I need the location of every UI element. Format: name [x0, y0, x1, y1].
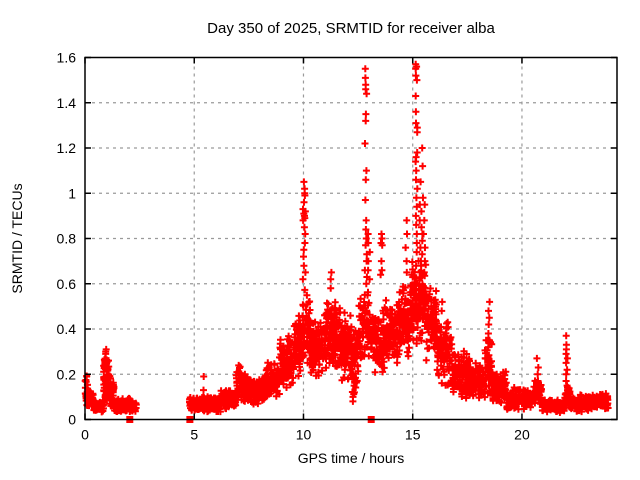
- x-tick-label: 5: [190, 427, 198, 443]
- tick-labels: 0 5 10 15 20 0 0.2 0.4 0.6 0.8 1 1.2 1.4 1.6: [57, 50, 530, 443]
- y-tick-label: 0.6: [57, 276, 77, 292]
- x-tick-label: 10: [296, 427, 312, 443]
- y-axis-label: SRMTID / TECUs: [9, 183, 25, 293]
- y-tick-label: 0.4: [57, 321, 77, 337]
- chart-title: Day 350 of 2025, SRMTID for receiver alb…: [207, 20, 495, 37]
- x-tick-label: 15: [405, 427, 421, 443]
- tick-marks: [84, 56, 617, 421]
- y-tick-label: 0.8: [57, 231, 77, 247]
- x-axis-label: GPS time / hours: [298, 450, 405, 466]
- y-tick-label: 1.6: [57, 50, 77, 66]
- y-tick-label: 0: [68, 412, 76, 428]
- y-tick-label: 1.2: [57, 140, 77, 156]
- x-tick-label: 20: [514, 427, 530, 443]
- x-tick-label: 0: [81, 427, 89, 443]
- y-tick-label: 1.4: [57, 95, 77, 111]
- y-tick-label: 0.2: [57, 366, 77, 382]
- y-tick-label: 1: [68, 185, 76, 201]
